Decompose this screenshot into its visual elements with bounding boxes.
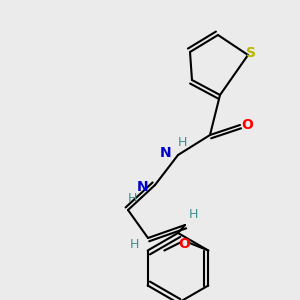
Text: H: H	[177, 136, 187, 149]
Text: O: O	[241, 118, 253, 132]
Text: N: N	[137, 180, 149, 194]
Text: O: O	[178, 236, 190, 250]
Text: N: N	[160, 146, 172, 160]
Text: H: H	[188, 208, 198, 221]
Text: H: H	[127, 191, 137, 205]
Text: H: H	[129, 238, 139, 250]
Text: S: S	[246, 46, 256, 60]
